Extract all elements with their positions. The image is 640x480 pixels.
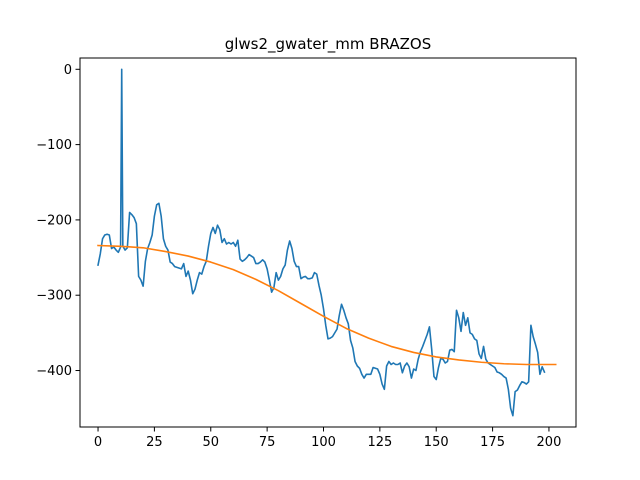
y-tick-label: −100 <box>36 138 72 153</box>
x-tick-label: 200 <box>537 435 562 450</box>
x-tick-label: 25 <box>146 435 163 450</box>
x-tick-label: 150 <box>424 435 449 450</box>
series-layer <box>97 68 557 417</box>
x-tick-label: 75 <box>259 435 276 450</box>
chart-title: glws2_gwater_mm BRAZOS <box>225 35 432 54</box>
y-tick-label: −300 <box>36 289 72 304</box>
x-tick-label: 50 <box>202 435 219 450</box>
x-tick-label: 100 <box>311 435 336 450</box>
x-tick-label: 0 <box>94 435 102 450</box>
x-tick-label: 125 <box>367 435 392 450</box>
y-tick-label: 0 <box>64 63 72 78</box>
y-axis: 0 −100 −200 −300 −400 <box>36 63 80 379</box>
x-axis: 0 25 50 75 100 125 150 175 200 <box>94 427 561 450</box>
axes-frame <box>79 57 577 428</box>
y-tick-label: −200 <box>36 213 72 228</box>
y-tick-label: −400 <box>36 364 72 379</box>
series-line-2 <box>97 244 557 366</box>
series-line-1 <box>97 68 546 417</box>
x-tick-label: 175 <box>480 435 505 450</box>
